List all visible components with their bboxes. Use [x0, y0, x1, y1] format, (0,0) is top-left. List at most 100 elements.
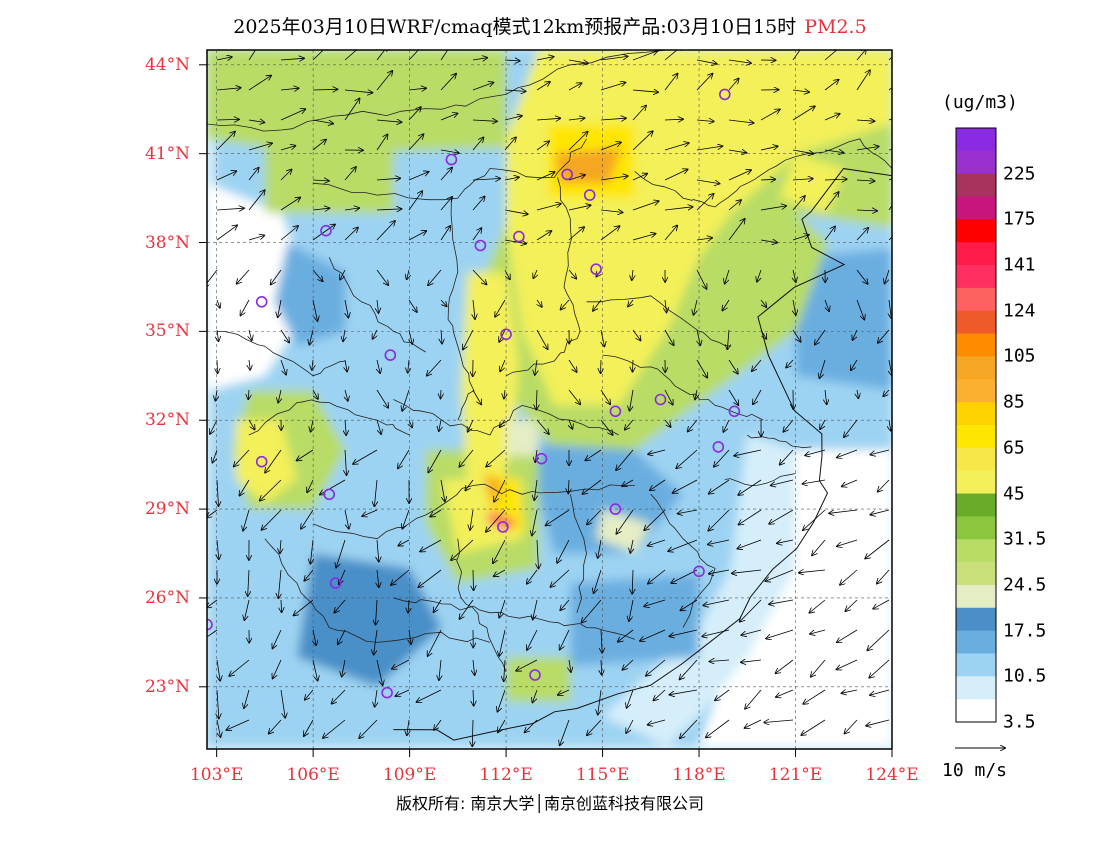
legend-label: 65 — [1003, 437, 1025, 459]
wind-arrow — [312, 359, 313, 370]
wind-arrow — [873, 599, 890, 609]
wind-arrow — [402, 389, 410, 411]
wind-arrow — [407, 719, 409, 735]
wind-arrow — [598, 539, 601, 558]
wind-arrow — [465, 479, 474, 490]
wind-arrow — [536, 118, 560, 120]
wind-arrow — [516, 659, 538, 671]
wind-arrow — [710, 660, 730, 662]
wind-arrow — [504, 269, 510, 279]
wind-arrow — [273, 659, 282, 678]
wind-arrow — [664, 169, 688, 181]
wind-arrow — [877, 569, 890, 584]
wind-arrow — [376, 599, 378, 625]
wind-arrow — [865, 539, 890, 559]
field-region — [554, 147, 622, 184]
wind-arrow — [472, 197, 485, 211]
wind-arrow — [249, 329, 252, 340]
wind-arrow — [430, 509, 442, 517]
wind-arrow — [344, 99, 360, 121]
wind-arrow — [440, 168, 452, 181]
border-line — [456, 538, 507, 673]
wind-arrow — [486, 449, 506, 467]
wind-arrow — [217, 299, 220, 308]
colorbar-bin — [956, 630, 996, 654]
wind-arrow — [846, 599, 858, 611]
wind-arrow — [752, 359, 762, 371]
wind-arrow — [871, 449, 890, 455]
wind-arrow — [374, 479, 377, 506]
wind-arrow — [888, 236, 892, 241]
lon-label: 106°E — [286, 765, 340, 785]
wind-arrow — [760, 299, 766, 307]
wind-arrow — [824, 50, 838, 61]
wind-arrow — [644, 509, 666, 530]
wind-arrow — [280, 539, 281, 553]
border-line — [724, 473, 796, 487]
wind-arrow — [745, 719, 762, 728]
wind-arrow — [632, 234, 655, 241]
wind-arrow — [312, 180, 329, 181]
wind-arrow — [740, 599, 762, 622]
wind-arrow — [376, 178, 400, 180]
lon-label: 118°E — [672, 765, 726, 785]
wind-arrow — [856, 228, 868, 241]
wind-arrow — [495, 299, 506, 317]
wind-arrow — [217, 329, 219, 341]
wind-arrow — [377, 539, 379, 562]
lat-label: 38°N — [144, 232, 190, 253]
wind-arrow — [709, 569, 730, 574]
wind-arrow — [248, 143, 272, 151]
field-region — [779, 153, 844, 213]
wind-arrow — [375, 689, 377, 707]
border-line — [505, 177, 581, 377]
wind-arrow — [805, 449, 826, 455]
wind-arrow — [885, 269, 890, 283]
wind-arrow — [622, 479, 634, 486]
wind-arrow — [728, 389, 738, 405]
wind-arrow — [810, 629, 826, 634]
wind-arrow — [278, 299, 281, 317]
wind-arrow — [777, 540, 794, 543]
wind-arrow — [271, 269, 282, 284]
wind-arrow — [500, 419, 506, 427]
wind-arrow — [336, 539, 346, 568]
wind-arrow — [376, 135, 388, 151]
wind-arrow — [376, 659, 383, 685]
wind-arrow — [844, 419, 858, 437]
wind-arrow — [207, 509, 218, 517]
wind-arrow — [824, 179, 847, 180]
wind-arrow — [504, 239, 526, 244]
wind-arrow — [535, 359, 537, 375]
wind-arrow — [472, 228, 481, 241]
wind-arrow — [857, 389, 858, 398]
wind-arrow — [441, 389, 442, 398]
wind-arrow — [376, 269, 388, 285]
city-marker — [445, 153, 458, 166]
legend-label: 31.5 — [1003, 528, 1047, 550]
coastline — [393, 168, 892, 741]
wind-arrow — [297, 449, 314, 461]
legend-label: 24.5 — [1003, 574, 1047, 596]
city-marker — [329, 577, 342, 589]
wind-arrow — [312, 659, 318, 681]
wind-arrow — [345, 359, 347, 371]
wind-arrow — [728, 150, 746, 153]
wind-arrow — [728, 359, 738, 374]
wind-arrow — [783, 419, 794, 432]
wind-arrow — [760, 146, 778, 151]
wind-arrow — [440, 74, 456, 91]
wind-arrow — [536, 57, 554, 60]
wind-arrow — [504, 209, 528, 214]
wind-arrow — [594, 569, 602, 593]
wind-arrow — [262, 509, 282, 530]
wind-arrow — [428, 449, 442, 472]
wind-arrow — [623, 659, 634, 670]
wind-arrow — [344, 90, 372, 93]
wind-arrow — [409, 629, 411, 644]
wind-arrow — [304, 719, 314, 736]
wind-arrow — [801, 719, 826, 735]
wind-arrow — [312, 89, 337, 90]
wind-arrow — [792, 329, 801, 342]
wind-arrow — [307, 479, 314, 492]
